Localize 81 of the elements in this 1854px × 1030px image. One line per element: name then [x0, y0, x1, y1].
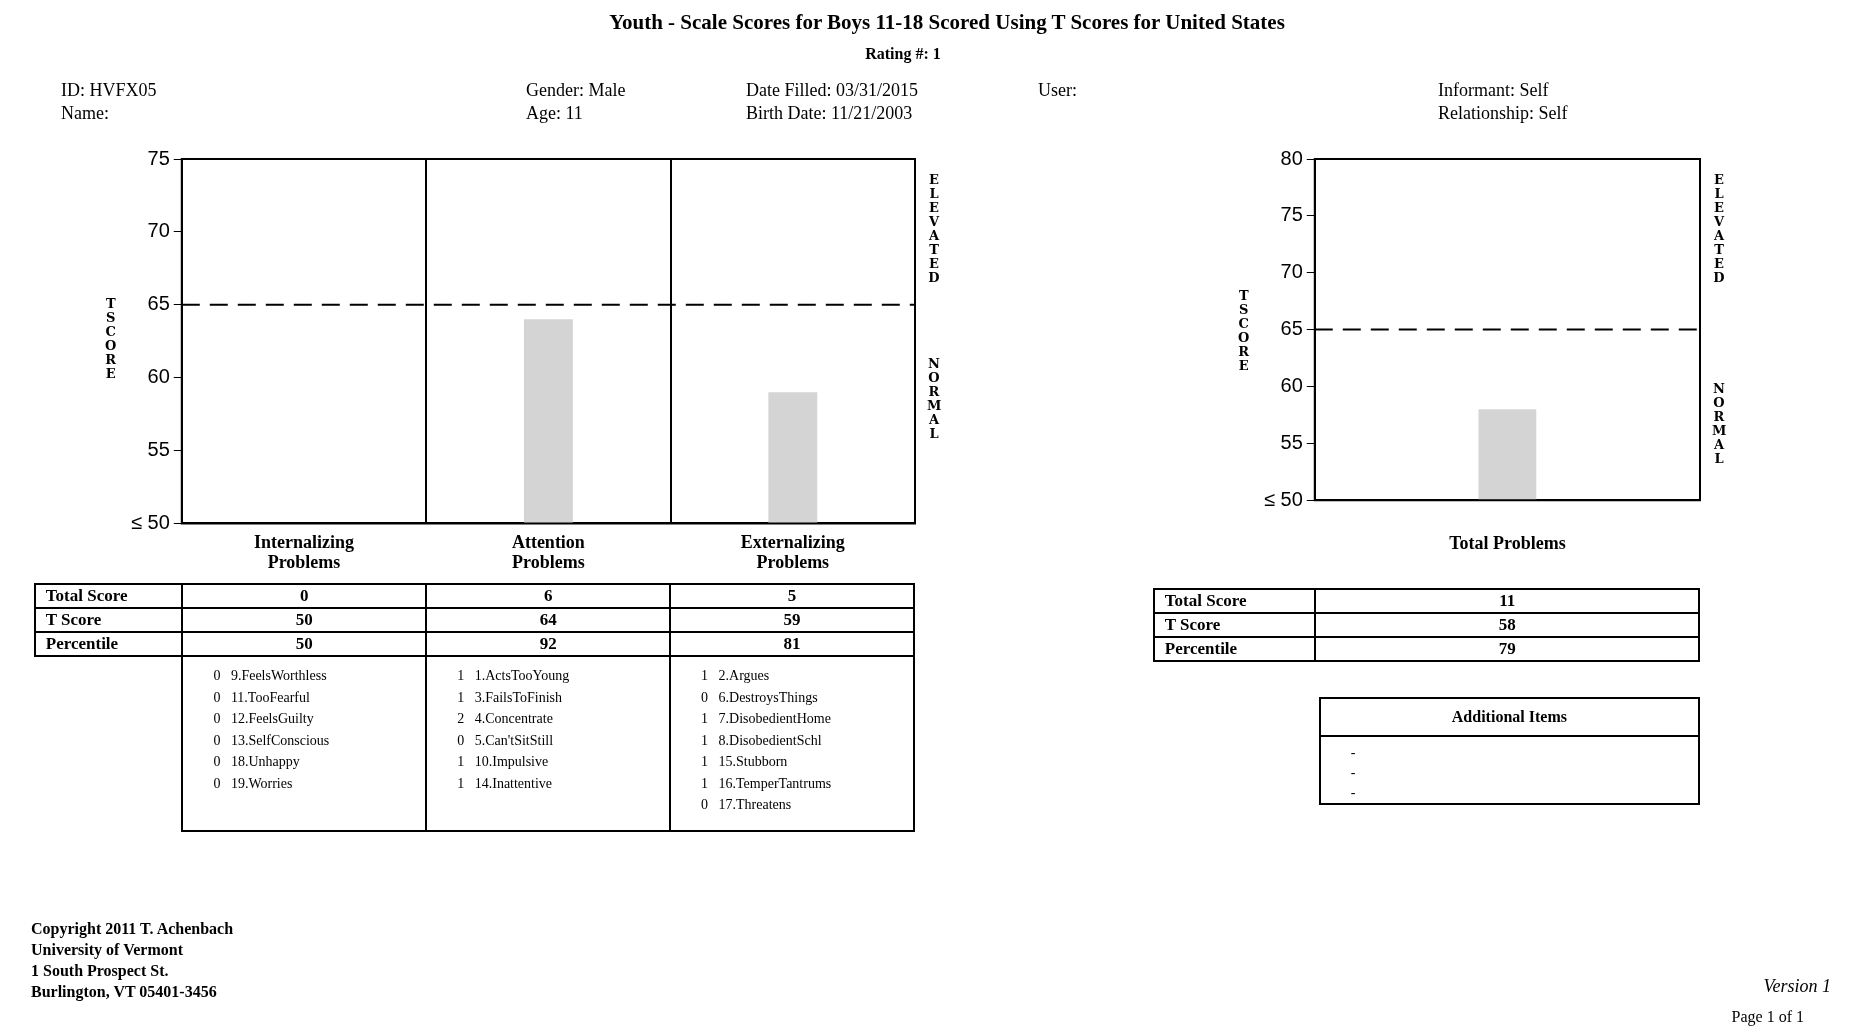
chart-title: Youth - Scale Scores for Boys 11-18 Scored Using T Scores for United States [608, 10, 1286, 35]
text: ID: HVFX05 [61, 80, 157, 101]
chart-subtitle: Rating #: 1 [864, 45, 942, 63]
y-tick-label: 60 [147, 365, 170, 388]
y-tick-label: 75 [147, 146, 170, 169]
text: ELEVATED [1712, 172, 1726, 285]
y-axis-title: T SCORE [104, 296, 118, 382]
text: Birth Date: 11/21/2003 [746, 103, 913, 124]
text: 79 [1315, 637, 1699, 661]
y-tick-label: 70 [147, 219, 170, 242]
text: Total Score [1153, 589, 1316, 613]
text: 2 4.Concentrate [457, 710, 554, 728]
x-tick-label: Total Problems [1449, 532, 1566, 553]
text: 58 [1315, 613, 1699, 637]
text: 1 7.DisobedientHome [701, 710, 832, 728]
text: Name: [61, 103, 109, 124]
x-tick-label: Externalizing Problems [740, 531, 845, 572]
text: 0 13.SelfConscious [213, 731, 331, 750]
y-tick-label: 55 [1280, 430, 1303, 453]
text: 1 2.Argues [701, 667, 771, 685]
text: 1 16.TemperTantrums [701, 774, 833, 793]
text: 6 [426, 584, 671, 608]
y-tick-label: 70 [1280, 260, 1303, 283]
text: 50 [182, 632, 427, 656]
text: ELEVATED [927, 172, 941, 285]
y-tick-label: 75 [1280, 203, 1303, 226]
text: Relationship: Self [1438, 103, 1568, 124]
text: - [1350, 744, 1357, 762]
text: Copyright 2011 T. Achenbach [31, 920, 234, 938]
text: - [1350, 764, 1357, 782]
text: University of Vermont [31, 941, 183, 959]
text: - [1350, 784, 1357, 802]
text: Version 1 [1763, 976, 1831, 997]
x-tick-label: Attention Problems [511, 531, 585, 572]
data-label: 50 [182, 608, 427, 632]
y-tick-label: 65 [1280, 317, 1303, 340]
y-tick-label: 65 [147, 292, 170, 315]
text: 0 [182, 584, 427, 608]
text: Informant: Self [1438, 80, 1549, 101]
text: 0 17.Threatens [701, 796, 793, 814]
x-tick-label: Internalizing Problems [253, 531, 354, 572]
text: Percentile [1153, 637, 1316, 661]
text: Age: 11 [526, 103, 583, 124]
y-axis-title: T SCORE [1237, 287, 1251, 373]
data-label: 64 [426, 608, 671, 632]
text: User: [1038, 80, 1077, 101]
y-tick-label: 55 [147, 438, 170, 461]
text: 1 10.Impulsive [457, 753, 550, 771]
text: 0 19.Worries [213, 774, 294, 793]
text: 0 9.FeelsWorthless [213, 667, 328, 685]
text: Gender: Male [526, 80, 626, 101]
text: 1 14.Inattentive [457, 774, 554, 793]
text: Percentile [34, 632, 183, 656]
text: 0 18.Unhappy [213, 753, 301, 771]
text: 1 15.Stubborn [701, 753, 789, 771]
text: Additional Items [1319, 698, 1699, 736]
y-tick-label: 80 [1280, 146, 1303, 169]
text: 1 8.DisobedientSchl [701, 731, 823, 750]
text: 0 11.TooFearful [213, 688, 311, 707]
text: NORMAL [927, 355, 942, 441]
text: T Score [1153, 613, 1316, 637]
text: Page 1 of 1 [1731, 1008, 1804, 1026]
text: NORMAL [1712, 380, 1727, 466]
y-tick-label: ≤ 50 [1264, 487, 1303, 510]
data-label: 59 [670, 608, 914, 632]
text: 0 5.Can'tSitStill [457, 731, 555, 750]
text: 92 [426, 632, 671, 656]
text: 5 [670, 584, 914, 608]
text: 81 [670, 632, 914, 656]
text: Burlington, VT 05401-3456 [31, 983, 217, 1001]
text: Date Filled: 03/31/2015 [746, 80, 918, 101]
text: 1 1.ActsTooYoung [457, 667, 571, 685]
y-tick-label: 60 [1280, 373, 1303, 396]
text: T Score [34, 608, 183, 632]
text: Total Score [34, 584, 183, 608]
text: 0 6.DestroysThings [701, 688, 819, 707]
text: 1 3.FailsToFinish [457, 688, 564, 707]
y-tick-label: ≤ 50 [131, 510, 170, 533]
text: 1 South Prospect St. [31, 962, 169, 980]
text: 0 12.FeelsGuilty [213, 710, 315, 728]
text: 11 [1315, 589, 1699, 613]
